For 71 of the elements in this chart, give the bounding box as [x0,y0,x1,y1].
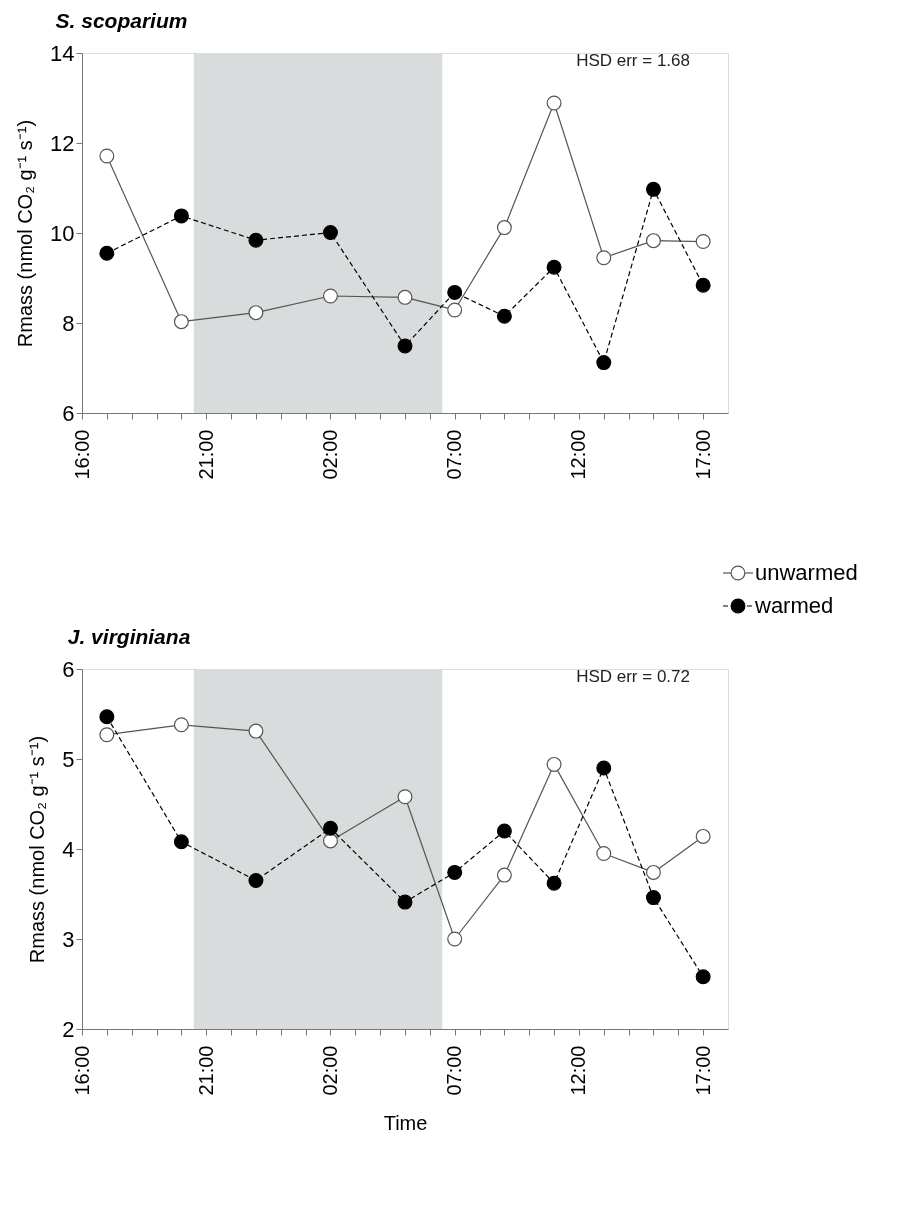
point [596,250,612,266]
point [447,864,463,880]
y-tick-label: 14 [50,40,75,66]
point [248,873,264,888]
x-tick-label: 12:00 [567,429,590,480]
point [173,208,189,224]
x-tick-label: 02:00 [318,429,341,480]
y-tick-label: 10 [50,220,75,246]
point [596,846,612,861]
point [695,969,711,985]
point [173,717,189,733]
point [322,820,338,836]
point [322,833,338,849]
point [322,225,338,241]
point [397,338,413,354]
point [695,277,711,293]
point [546,95,562,111]
point [397,894,413,910]
point [99,709,115,725]
point [397,789,413,805]
y-tick-label: 5 [62,746,75,772]
point [248,305,264,321]
point [645,890,661,906]
x-tick-label: 07:00 [443,429,466,480]
point [248,723,264,739]
point [645,233,661,249]
point [496,220,512,236]
legend-label: warmed [754,593,834,618]
point [546,875,562,891]
y-tick-label: 12 [50,130,75,156]
x-tick-label: 02:00 [318,1045,341,1096]
point [447,931,463,947]
x-tick-label: 16:00 [70,1045,93,1096]
x-tick-label: 21:00 [194,429,217,480]
point [546,756,562,772]
y-axis-title: Rmass (nmol CO₂ g⁻¹ s⁻¹) [14,119,37,348]
x-tick-label: 17:00 [691,1045,714,1096]
point [645,864,661,880]
x-axis-title: Time [383,1111,428,1134]
point [447,302,463,318]
point [546,259,562,275]
point [173,314,189,330]
point [496,308,512,324]
point [322,288,338,304]
y-tick-label: 6 [62,656,75,682]
point [496,823,512,839]
point [173,834,189,850]
point [447,284,463,300]
x-tick-label: 12:00 [567,1045,590,1096]
y-tick-label: 8 [62,310,75,336]
y-tick-label: 2 [62,1016,75,1042]
y-tick-label: 3 [62,926,75,952]
point [248,232,264,248]
chart-title: S. scoparium [55,9,188,32]
x-tick-label: 16:00 [70,429,93,480]
y-tick-label: 6 [62,400,75,426]
x-tick-label: 07:00 [443,1045,466,1096]
annotation: HSD err = 1.68 [576,51,690,70]
chart-title: J. virginiana [67,625,191,648]
point [596,760,612,776]
x-tick-label: 17:00 [691,429,714,480]
annotation: HSD err = 0.72 [576,667,690,686]
x-tick-label: 21:00 [194,1045,217,1096]
legend-label: unwarmed [755,560,858,585]
point [596,355,612,371]
point [496,867,512,883]
point [645,181,661,197]
y-axis-title: Rmass (nmol CO₂ g⁻¹ s⁻¹) [26,735,49,964]
y-tick-label: 4 [62,836,75,862]
point [397,289,413,305]
point [99,245,115,261]
